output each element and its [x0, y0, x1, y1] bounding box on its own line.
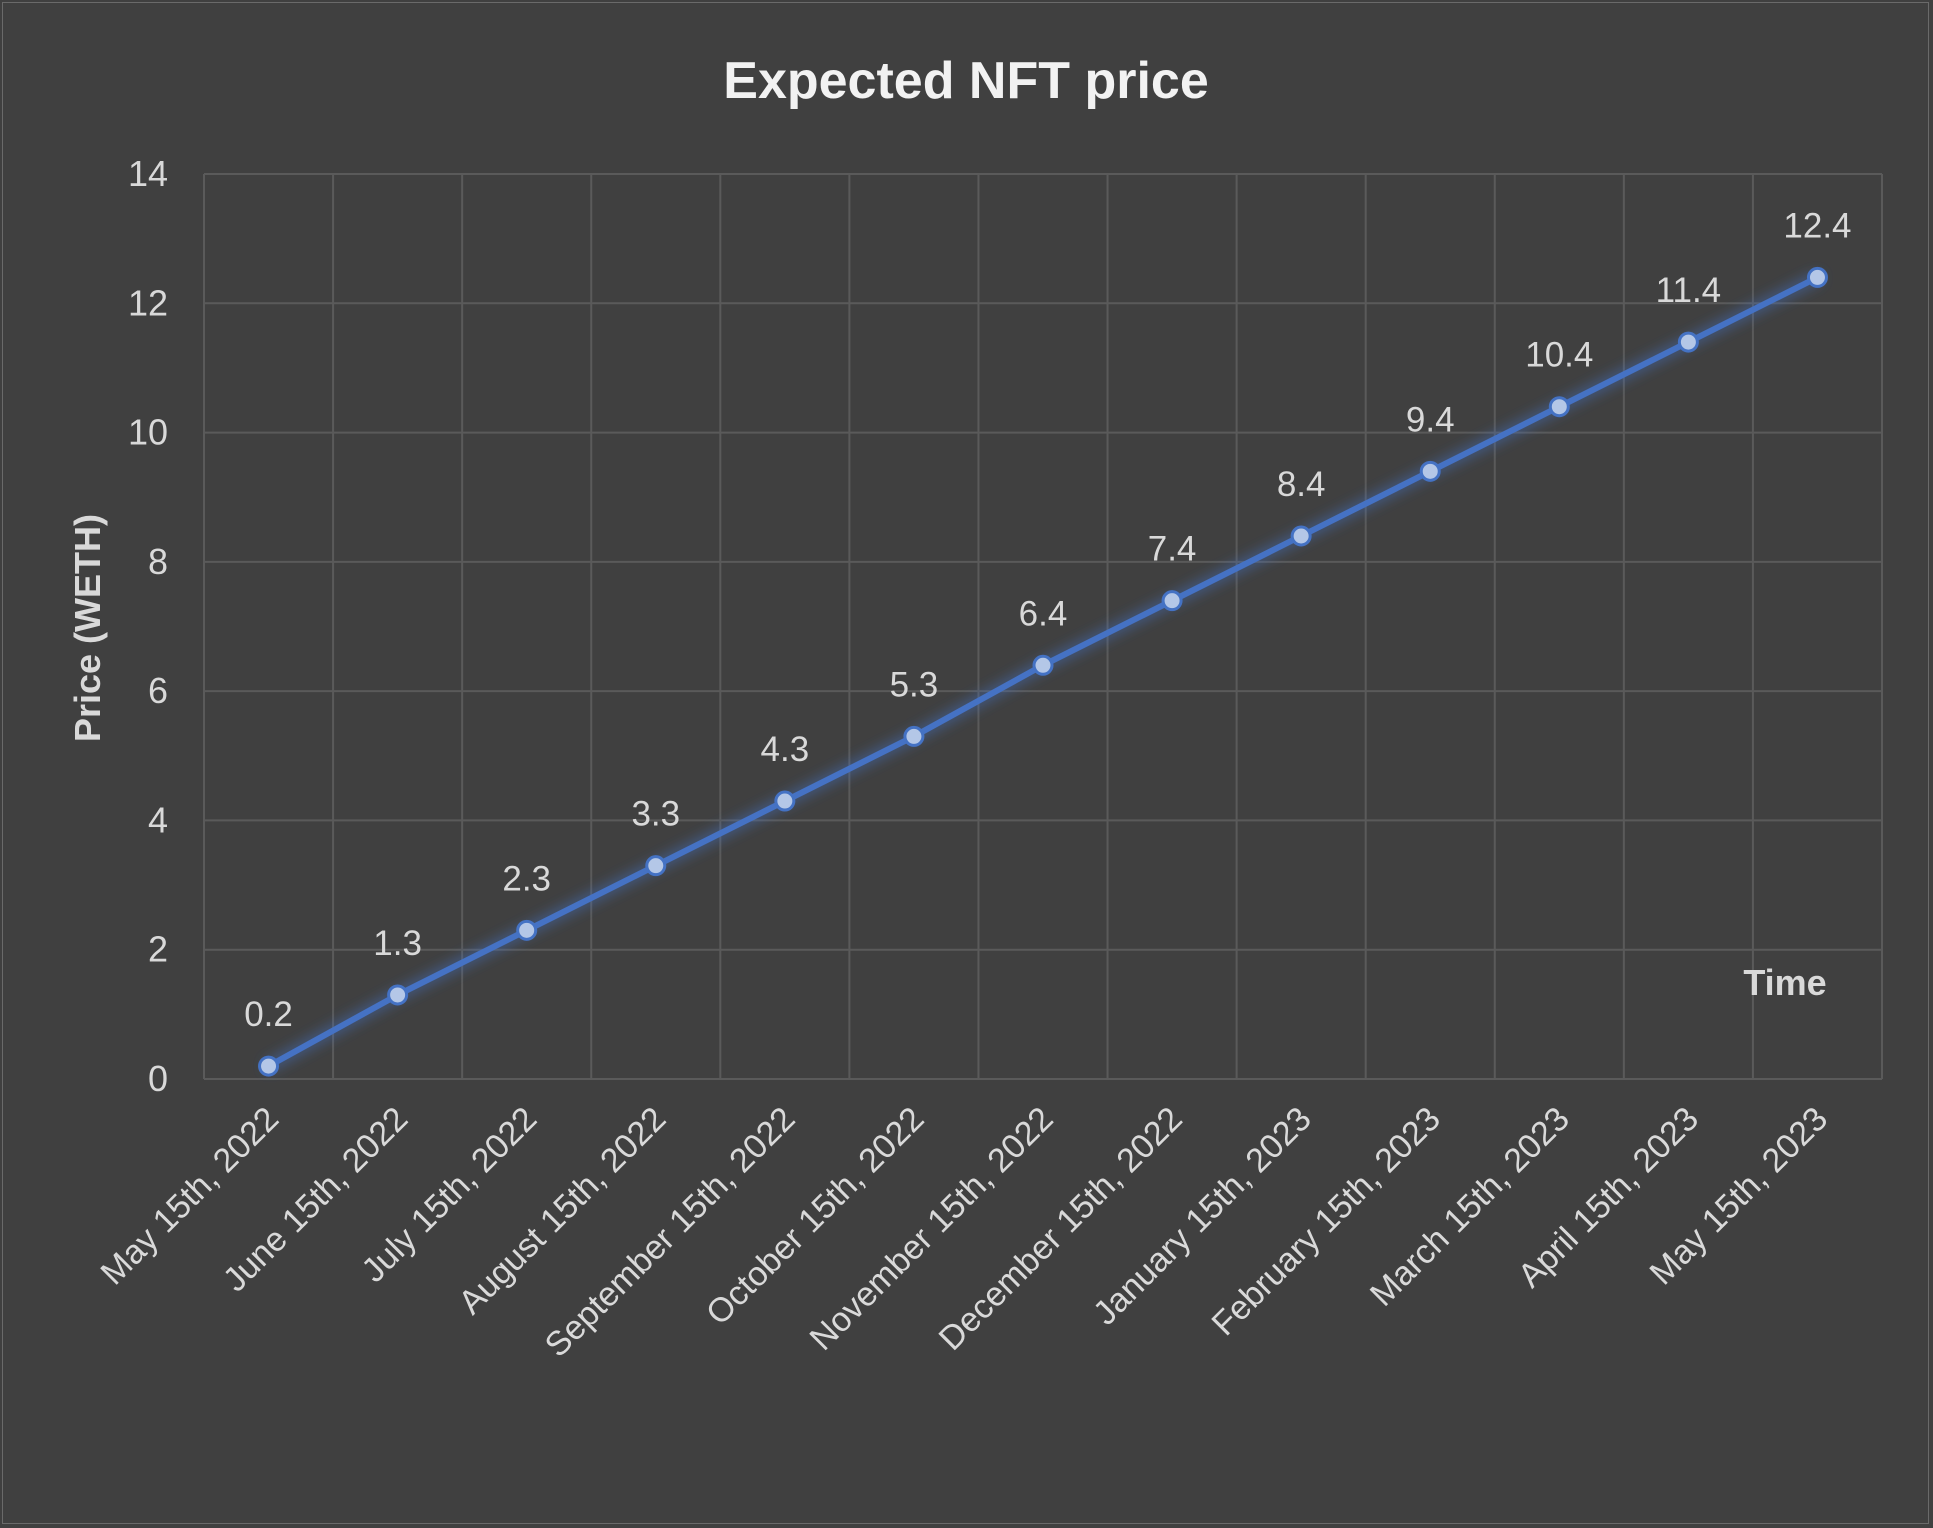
data-label: 5.3	[890, 665, 939, 704]
data-label: 12.4	[1783, 206, 1851, 245]
data-point	[903, 725, 925, 747]
data-labels: 0.2 1.3 2.3 3.3 4.3 5.3 6.4 7.4 8.4 9.4 10.4 11.4 12…	[244, 206, 1851, 1034]
data-label: 1.3	[373, 924, 422, 963]
data-point	[1806, 266, 1828, 288]
x-axis-title: Time	[1743, 962, 1826, 1003]
data-label: 6.4	[1019, 594, 1068, 633]
data-point	[1161, 590, 1183, 612]
y-tick-label: 14	[128, 153, 168, 194]
data-label: 4.3	[761, 730, 810, 769]
y-axis-ticks: 0 2 4 6 8 10 12 14	[128, 153, 168, 1099]
data-point	[258, 1055, 280, 1077]
data-label: 2.3	[502, 859, 551, 898]
data-point	[516, 919, 538, 941]
series-line-layer	[258, 266, 1828, 1077]
gridlines	[203, 173, 1883, 1080]
data-label: 10.4	[1525, 336, 1593, 375]
data-label: 9.4	[1406, 400, 1455, 439]
data-point	[645, 855, 667, 877]
y-tick-label: 2	[148, 929, 168, 970]
y-tick-label: 12	[128, 282, 168, 323]
y-tick-label: 8	[148, 541, 168, 582]
x-tick-label: October 15th, 2022	[699, 1100, 932, 1333]
x-tick-label: February 15th, 2023	[1204, 1100, 1447, 1343]
y-tick-label: 6	[148, 670, 168, 711]
y-tick-label: 4	[148, 799, 168, 840]
y-axis-title: Price (WETH)	[67, 514, 108, 742]
data-label: 3.3	[631, 795, 680, 834]
data-point	[1677, 331, 1699, 353]
x-tick-label: December 15th, 2022	[932, 1100, 1190, 1358]
data-point	[387, 984, 409, 1006]
data-point	[1032, 654, 1054, 676]
data-label: 0.2	[244, 995, 293, 1034]
x-tick-label: September 15th, 2022	[538, 1100, 803, 1365]
data-point	[774, 790, 796, 812]
data-label: 11.4	[1656, 271, 1722, 310]
x-tick-label: November 15th, 2022	[803, 1100, 1061, 1358]
line-chart: Expected NFT price 0 2 4 6 8 10 12 14 May 15th,…	[67, 52, 1883, 1365]
data-label: 8.4	[1277, 465, 1326, 504]
data-point	[1419, 460, 1441, 482]
chart-title: Expected NFT price	[723, 52, 1208, 110]
x-tick-label: January 15th, 2023	[1086, 1100, 1319, 1333]
y-tick-label: 0	[148, 1058, 168, 1099]
data-label: 7.4	[1148, 530, 1197, 569]
y-tick-label: 10	[128, 412, 168, 453]
data-point	[1548, 396, 1570, 418]
data-point	[1290, 525, 1312, 547]
